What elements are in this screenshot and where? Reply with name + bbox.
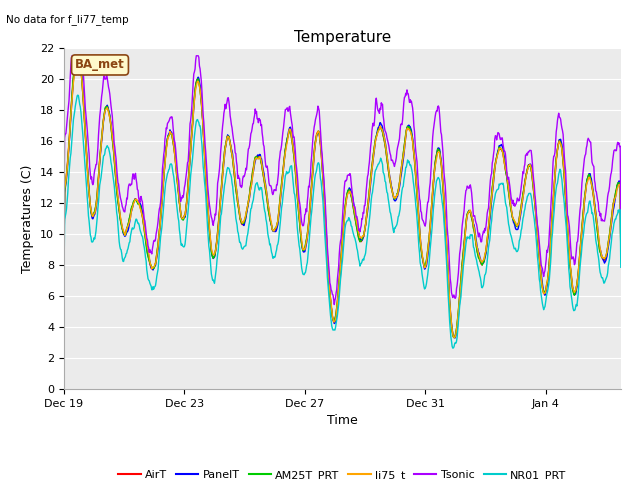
- Title: Temperature: Temperature: [294, 30, 391, 46]
- Legend: AirT, PanelT, AM25T_PRT, li75_t, Tsonic, NR01_PRT: AirT, PanelT, AM25T_PRT, li75_t, Tsonic,…: [114, 466, 571, 480]
- Y-axis label: Temperatures (C): Temperatures (C): [22, 164, 35, 273]
- Text: No data for f_li77_temp: No data for f_li77_temp: [6, 14, 129, 25]
- Text: BA_met: BA_met: [75, 59, 125, 72]
- X-axis label: Time: Time: [327, 414, 358, 427]
